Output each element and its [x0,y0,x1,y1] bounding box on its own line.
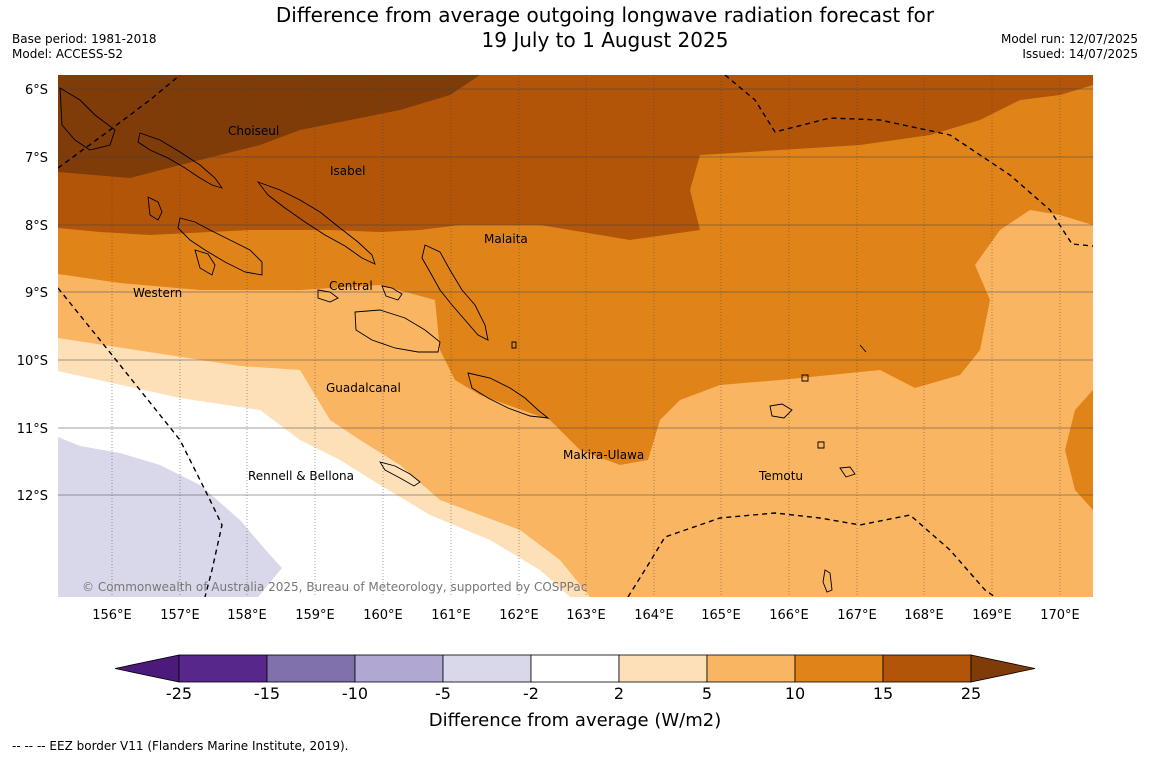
lat-label: 7°S [25,151,48,166]
islands [59,87,867,593]
duff-islands [801,374,809,382]
guadalcanal-island [354,309,441,353]
colorbar-swatches [114,654,1036,683]
lon-label: 165°E [701,608,741,623]
lat-label: 8°S [25,219,48,234]
colorbar-high-extend [970,654,1036,683]
lon-label: 162°E [499,608,539,623]
colorbar-tick: -5 [435,684,451,703]
region-label-makira-ulawa: Makira-Ulawa [563,448,644,462]
bougainville-island [59,87,116,151]
title-line-2: 19 July to 1 August 2025 [481,28,729,52]
isabel-island [256,181,376,265]
colorbar-tick: 2 [614,684,624,703]
colorbar-tick: -2 [523,684,539,703]
utupua-island [817,441,825,449]
colorbar-tick: 15 [873,684,893,703]
lon-label: 167°E [837,608,877,623]
region-label-guadalcanal: Guadalcanal [326,381,401,395]
meta-right: Model run: 12/07/2025 Issued: 14/07/2025 [1001,32,1138,62]
latitude-gridlines [58,88,1093,496]
lon-label: 164°E [634,608,674,623]
longitude-labels: 156°E 157°E 158°E 159°E 160°E 161°E 162°… [92,608,1080,623]
latitude-labels: 6°S 7°S 8°S 9°S 10°S 11°S 12°S [17,83,48,504]
lat-label: 12°S [17,489,48,504]
region-label-central: Central [329,279,373,293]
choiseul-island [137,132,224,189]
lon-label: 169°E [972,608,1012,623]
rendova-island [194,249,216,276]
anomaly-field: © Commonwealth of Australia 2025, Bureau… [58,75,1093,597]
colorbar-swatch [794,654,884,683]
colorbar-swatch [706,654,796,683]
region-label-choiseul: Choiseul [228,124,279,138]
band-10-15-east [1065,390,1093,510]
title-line-1: Difference from average outgoing longwav… [275,3,935,27]
issued-text: Issued: 14/07/2025 [1022,47,1138,61]
base-period-text: Base period: 1981-2018 [12,32,157,46]
vella-lavella-island [147,196,163,221]
lon-label: 156°E [92,608,132,623]
copyright-text: © Commonwealth of Australia 2025, Bureau… [82,580,587,594]
lat-label: 11°S [17,422,48,437]
tikopia-reef [859,344,867,353]
eez-footer-note: -- -- -- EEZ border V11 (Flanders Marine… [12,739,349,753]
russell-islands [317,289,339,303]
band-above-25 [58,75,480,178]
makira-island [467,372,550,419]
colorbar-swatch [178,654,268,683]
santa-cruz-island [769,403,793,419]
meta-left: Base period: 1981-2018 Model: ACCESS-S2 [12,32,157,62]
colorbar-swatch [266,654,356,683]
model-text: Model: ACCESS-S2 [12,47,124,61]
florida-islands [381,285,403,301]
colorbar-swatch [618,654,708,683]
colorbar-tick: -10 [342,684,368,703]
map-title: Difference from average outgoing longwav… [200,3,1010,53]
colorbar-swatch [442,654,532,683]
new-georgia-island [177,217,263,276]
lon-label: 157°E [160,608,200,623]
lat-label: 6°S [25,83,48,98]
region-label-western: Western [133,286,182,300]
colorbar-tick: -25 [166,684,192,703]
colorbar-swatch [882,654,972,683]
colorbar-low-extend [114,654,180,683]
lat-label: 10°S [17,354,48,369]
region-label-rennell-bellona: Rennell & Bellona [248,469,354,483]
lon-label: 163°E [566,608,606,623]
colorbar-tick: 10 [785,684,805,703]
colorbar-tick: 5 [702,684,712,703]
colorbar-label: Difference from average (W/m2) [429,710,721,731]
colorbar-swatch [530,654,620,683]
colorbar-tick: -15 [254,684,280,703]
longitude-gridlines [111,75,1061,597]
rennell-island [379,461,421,487]
lon-label: 170°E [1040,608,1080,623]
region-labels: Choiseul Isabel Malaita Western Central … [133,124,803,483]
lon-label: 159°E [295,608,335,623]
ulawa-island [511,341,517,349]
vanikoro-island [839,466,856,478]
lon-label: 168°E [904,608,944,623]
malaita-island [421,244,489,341]
eez-border [58,75,1093,597]
region-label-isabel: Isabel [330,164,365,178]
colorbar: -25 -15 -10 -5 -2 2 5 10 15 25 Differenc… [114,654,1036,731]
region-label-malaita: Malaita [484,232,528,246]
band-neg5-neg2 [58,437,282,597]
model-run-text: Model run: 12/07/2025 [1000,32,1138,46]
colorbar-ticks: -25 -15 -10 -5 -2 2 5 10 15 25 [166,684,981,703]
lon-label: 158°E [227,608,267,623]
lon-label: 166°E [769,608,809,623]
lon-label: 161°E [431,608,471,623]
region-label-temotu: Temotu [758,469,803,483]
colorbar-swatch [354,654,444,683]
colorbar-tick: 25 [961,684,981,703]
lat-label: 9°S [25,286,48,301]
lon-label: 160°E [363,608,403,623]
torres-islands [822,569,833,593]
